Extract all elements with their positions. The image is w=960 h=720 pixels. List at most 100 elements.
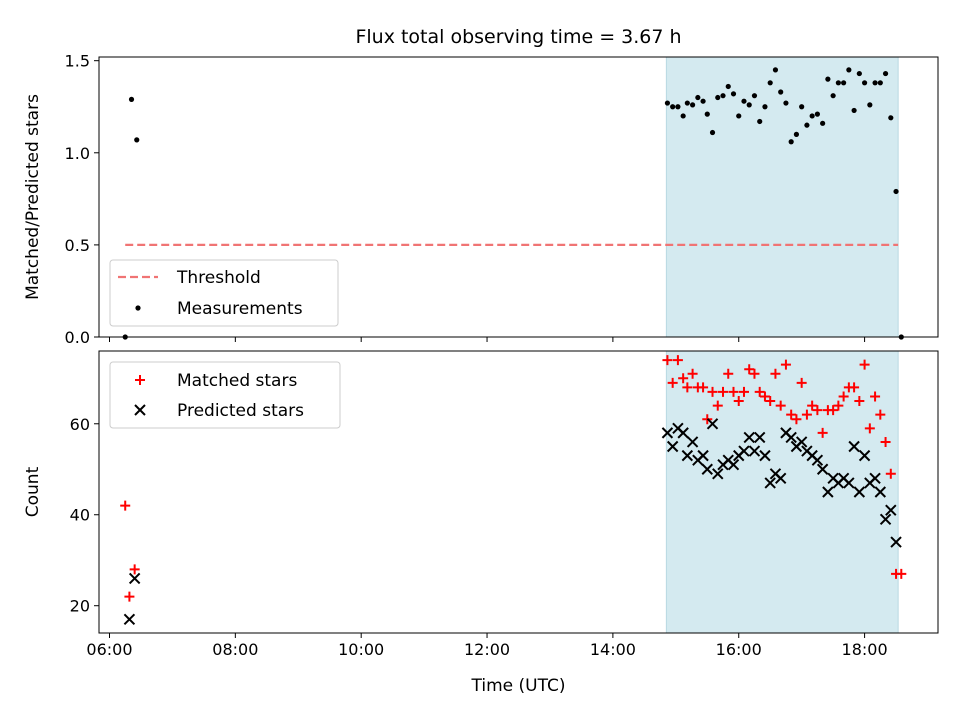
measurement-point: [709, 129, 716, 136]
predicted-star-point: [681, 449, 694, 462]
measurement-point: [134, 137, 140, 143]
matched-star-point: [885, 468, 896, 479]
predicted-star-point: [890, 536, 902, 548]
measurement-point: [846, 67, 852, 73]
measurement-point: [867, 102, 873, 108]
legend-predicted-label: Predicted stars: [177, 401, 304, 421]
measurement-point: [804, 122, 810, 128]
predicted-star-point: [853, 486, 866, 498]
measurement-point: [814, 111, 820, 117]
x-tick-label: 06:00: [86, 640, 132, 659]
measurement-point: [851, 107, 857, 114]
predicted-star-point: [869, 472, 881, 485]
matched-star-point: [723, 368, 734, 379]
measurement-point: [680, 113, 686, 119]
measurement-point: [757, 118, 763, 125]
matched-star-point: [754, 386, 765, 397]
predicted-star-point: [785, 431, 797, 444]
predicted-star-point: [774, 472, 787, 485]
matched-star-point: [849, 382, 860, 393]
predicted-star-point: [743, 431, 755, 444]
measurement-point: [741, 98, 747, 104]
matched-star-point: [817, 427, 828, 438]
legend-box: [109, 259, 339, 327]
x-tick-label: 12:00: [464, 640, 510, 659]
predicted-star-point: [885, 504, 897, 516]
predicted-star-point: [128, 572, 141, 585]
matched-star-point: [864, 423, 875, 434]
matched-star-point: [870, 391, 881, 402]
matched-star-point: [838, 391, 849, 402]
measurement-point: [778, 89, 784, 95]
measurement-point: [720, 93, 726, 99]
matched-star-point: [796, 377, 807, 388]
legend-matched-swatch: [135, 375, 145, 385]
measurement-point: [835, 80, 841, 86]
predicted-star-point: [759, 449, 771, 462]
matched-star-point: [124, 591, 135, 602]
measurement-point: [695, 94, 701, 101]
matched-star-point: [775, 400, 786, 411]
predicted-star-point: [754, 431, 766, 444]
measurement-point: [700, 98, 706, 104]
matched-star-point: [791, 414, 802, 425]
predicted-star-point: [701, 463, 713, 475]
y-tick-label: 0.0: [65, 328, 90, 347]
matched-star-point: [698, 382, 709, 393]
matched-star-point: [875, 409, 886, 420]
y-tick-label: 1.0: [65, 144, 90, 163]
matched-star-point: [744, 364, 755, 375]
matched-star-point: [801, 409, 812, 420]
measurement-point: [675, 104, 681, 110]
chart-title: Flux total observing time = 3.67 h: [355, 26, 681, 48]
measurement-point: [772, 67, 779, 73]
matched-star-point: [812, 405, 823, 416]
legend-threshold-label: Threshold: [176, 268, 261, 288]
measurement-point: [128, 96, 135, 102]
matched-star-point: [770, 368, 781, 379]
x-tick-label: 10:00: [338, 640, 384, 659]
predicted-star-point: [666, 440, 679, 453]
predicted-star-point: [848, 440, 860, 453]
matched-star-point: [765, 396, 776, 407]
matched-star-point: [759, 391, 770, 402]
measurement-point: [799, 104, 805, 110]
matched-star-point: [672, 355, 683, 366]
predicted-star-point: [686, 436, 699, 448]
x-tick-label: 14:00: [590, 640, 636, 659]
predicted-star-point: [795, 436, 808, 448]
measurement-point: [856, 70, 862, 77]
measurement-point: [877, 80, 883, 86]
ratio-panel-frame: [98, 56, 939, 338]
observing-window-band: [665, 56, 899, 338]
legend-box: [109, 361, 341, 429]
measurement-point: [689, 102, 696, 108]
measurement-point: [715, 94, 721, 101]
predicted-star-point: [816, 463, 829, 475]
measurement-point: [872, 80, 878, 86]
count-panel-frame: [98, 350, 939, 634]
matched-star-point: [728, 386, 739, 397]
predicted-star-point: [843, 477, 855, 489]
measurement-point: [725, 83, 731, 90]
measurement-point: [820, 120, 826, 126]
matched-star-point: [880, 436, 891, 447]
predicted-star-point: [822, 486, 834, 498]
predicted-star-point: [661, 427, 674, 439]
measurement-point: [762, 104, 768, 110]
measurement-point: [730, 91, 737, 97]
matched-star-point: [707, 386, 718, 397]
predicted-star-point: [764, 477, 776, 489]
predicted-star-point: [712, 468, 724, 480]
predicted-star-point: [874, 486, 887, 498]
matched-star-point: [828, 405, 839, 416]
predicted-star-point: [677, 427, 689, 439]
measurement-point: [809, 113, 815, 119]
predicted-star-point: [697, 449, 709, 462]
y-tick-label: 1.5: [65, 52, 90, 71]
matched-star-point: [662, 355, 673, 366]
legend-matched-label: Matched stars: [177, 371, 297, 391]
predicted-star-point: [123, 613, 136, 626]
